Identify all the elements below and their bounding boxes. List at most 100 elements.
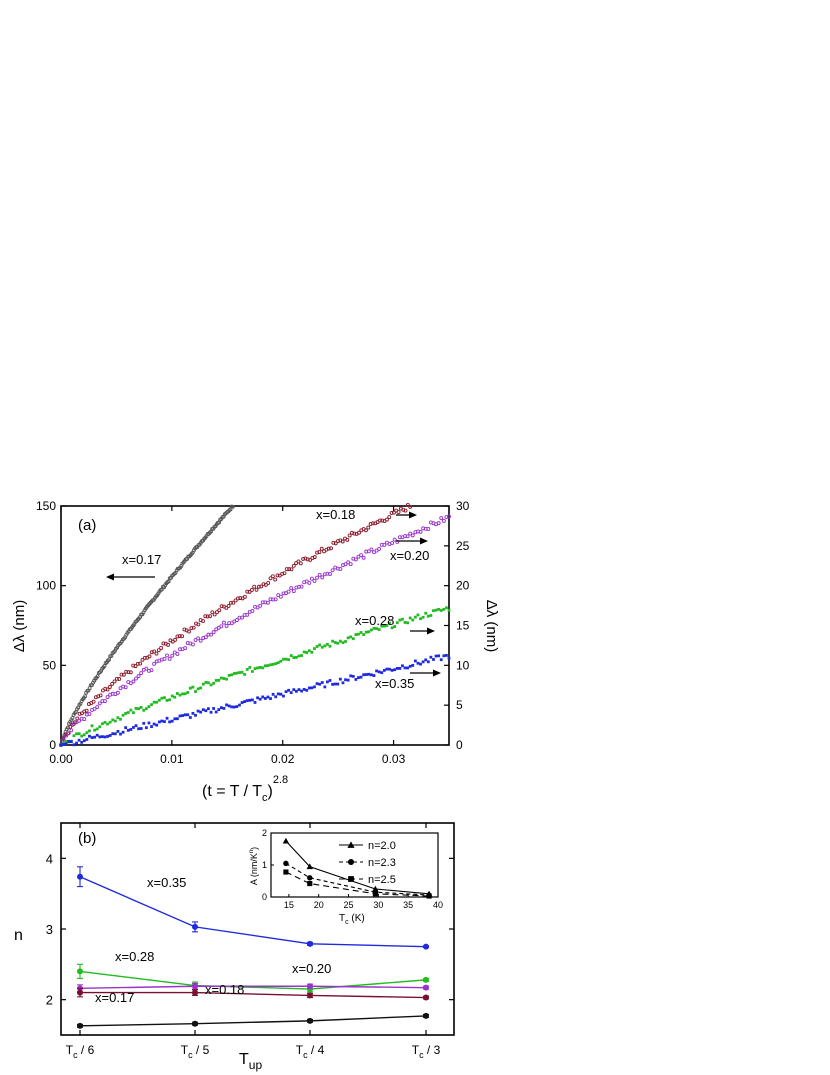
data-point	[385, 667, 389, 671]
data-point	[256, 666, 259, 670]
data-point	[107, 657, 112, 662]
data-point	[279, 692, 283, 696]
data-point	[209, 710, 213, 714]
data-point	[181, 692, 184, 696]
data-point	[77, 718, 82, 723]
data-point	[238, 671, 241, 674]
data-point	[320, 645, 324, 649]
data-point	[298, 561, 303, 566]
data-point	[147, 654, 152, 659]
data-point	[416, 661, 420, 665]
data-point	[77, 873, 83, 880]
data-point	[307, 1017, 313, 1024]
data-point	[346, 636, 350, 640]
tick-rest: / 3	[424, 1043, 441, 1057]
data-point	[364, 673, 368, 676]
data-point	[219, 604, 224, 609]
data-point	[95, 674, 100, 679]
data-point	[389, 510, 394, 515]
data-point	[192, 989, 198, 996]
data-point	[100, 722, 104, 726]
data-point	[100, 735, 104, 739]
data-point	[245, 612, 250, 617]
data-point	[131, 679, 136, 684]
data-point	[258, 666, 262, 669]
arrowhead-x017	[106, 573, 114, 581]
data-point	[103, 735, 107, 739]
tick-main: T	[296, 1043, 304, 1057]
data-point	[139, 671, 144, 676]
data-point	[243, 700, 247, 704]
data-point	[80, 711, 84, 716]
data-point	[305, 651, 309, 654]
data-point	[287, 658, 291, 662]
data-point	[312, 555, 317, 560]
data-point	[268, 576, 273, 581]
data-point	[219, 624, 224, 629]
data-point	[401, 617, 404, 621]
data-point	[166, 579, 171, 584]
data-point	[255, 605, 260, 610]
data-point	[408, 531, 413, 536]
data-point	[344, 640, 347, 643]
data-point	[196, 709, 200, 713]
data-point	[117, 677, 122, 681]
data-point	[188, 716, 192, 719]
data-point	[113, 719, 117, 723]
data-point	[248, 698, 252, 702]
data-point	[98, 725, 102, 729]
arrowhead-x035	[433, 669, 441, 677]
data-point	[349, 635, 353, 639]
data-point	[403, 666, 407, 670]
data-point	[93, 728, 97, 732]
xlabel-sub: c	[262, 792, 268, 804]
data-point	[152, 700, 156, 704]
data-point	[447, 608, 451, 612]
data-point	[343, 562, 348, 567]
b-y-tick-label: 3	[46, 922, 53, 937]
data-point	[341, 641, 345, 645]
arrowhead-x028	[427, 627, 435, 635]
data-point	[123, 685, 128, 690]
data-point	[59, 743, 63, 747]
data-point	[135, 661, 140, 666]
data-point	[273, 577, 278, 582]
data-point	[85, 738, 89, 741]
data-point	[133, 664, 138, 669]
data-point	[217, 678, 221, 682]
data-point	[167, 656, 172, 661]
data-point	[307, 992, 313, 999]
data-point	[228, 600, 233, 605]
data-point	[441, 518, 446, 523]
data-point	[377, 670, 381, 674]
data-point	[233, 598, 238, 603]
data-point	[294, 689, 298, 693]
data-point	[423, 943, 429, 950]
data-point	[249, 588, 254, 592]
inset-marker-square	[307, 881, 313, 887]
data-point	[163, 696, 166, 700]
x-tick-label: 0.02	[271, 752, 295, 766]
data-point	[136, 674, 141, 679]
data-point	[357, 676, 360, 680]
data-point	[217, 708, 221, 711]
data-point	[235, 596, 240, 601]
data-point	[371, 521, 375, 526]
data-point	[361, 555, 366, 560]
data-point	[410, 533, 415, 538]
data-point	[333, 682, 337, 686]
data-point	[84, 708, 89, 713]
data-point	[62, 741, 65, 745]
tick-rest: / 6	[78, 1043, 95, 1057]
data-point	[320, 681, 324, 684]
tick-main: T	[181, 1043, 189, 1057]
xlabel-close: )	[268, 783, 273, 800]
data-point	[129, 708, 133, 712]
data-point	[229, 621, 234, 626]
data-point	[142, 708, 146, 712]
data-point	[203, 635, 208, 640]
data-point	[315, 575, 320, 580]
data-point	[251, 698, 254, 702]
data-point	[426, 614, 430, 618]
